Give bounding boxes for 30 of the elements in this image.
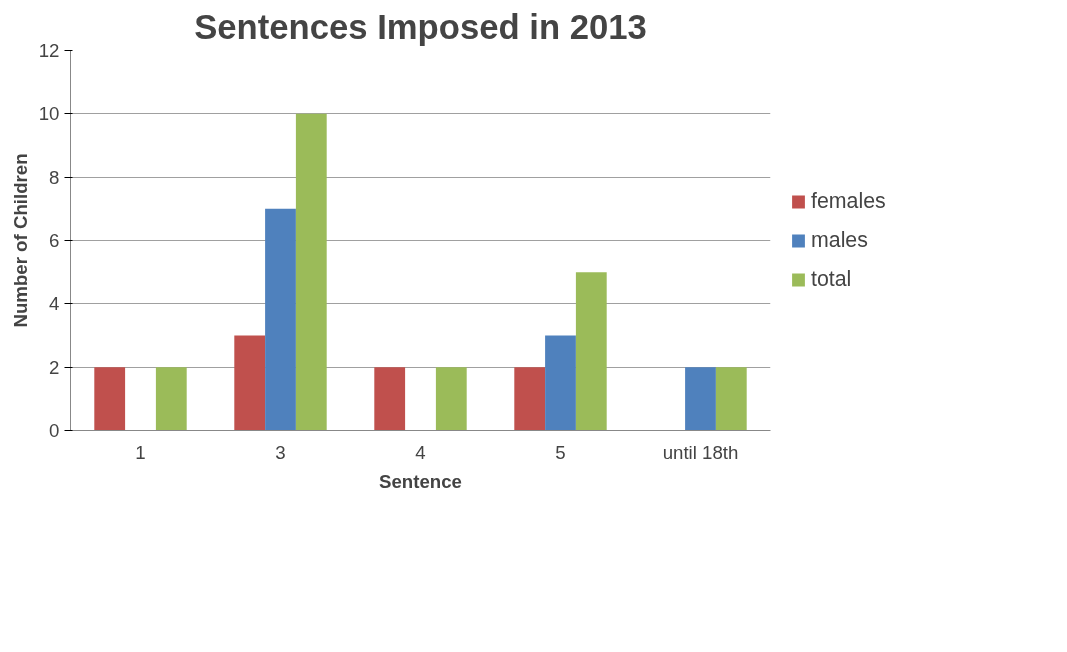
x-tick-label: until 18th — [662, 441, 739, 463]
bar — [545, 335, 576, 431]
y-tick-label: 10 — [38, 103, 60, 125]
bar — [685, 367, 716, 431]
y-tick-label: 0 — [49, 420, 60, 441]
x-tick-label: 5 — [555, 441, 566, 463]
legend-label: females — [811, 188, 886, 214]
y-axis-title: Number of Children — [9, 153, 31, 328]
x-tick-label: 1 — [135, 441, 146, 463]
x-tick-label: 4 — [415, 441, 426, 463]
bar — [514, 367, 546, 431]
y-tick-label: 6 — [49, 230, 60, 251]
bar — [234, 335, 266, 431]
bar — [575, 272, 607, 431]
y-tick-label: 8 — [49, 166, 60, 188]
y-tick-label: 4 — [49, 293, 60, 315]
chart-title: Sentences Imposed in 2013 — [194, 7, 647, 46]
legend-label: males — [811, 227, 868, 253]
bar — [295, 113, 327, 431]
x-axis-title: Sentence — [379, 470, 462, 492]
legend-label: total — [811, 266, 852, 292]
y-tick-label: 2 — [49, 356, 60, 378]
bar — [715, 367, 747, 431]
bar — [94, 367, 126, 431]
bar — [435, 367, 467, 431]
x-tick-label: 3 — [275, 441, 286, 463]
y-tick-label: 12 — [38, 40, 60, 61]
bar — [374, 367, 406, 431]
bar — [155, 367, 187, 431]
bar — [265, 208, 296, 431]
